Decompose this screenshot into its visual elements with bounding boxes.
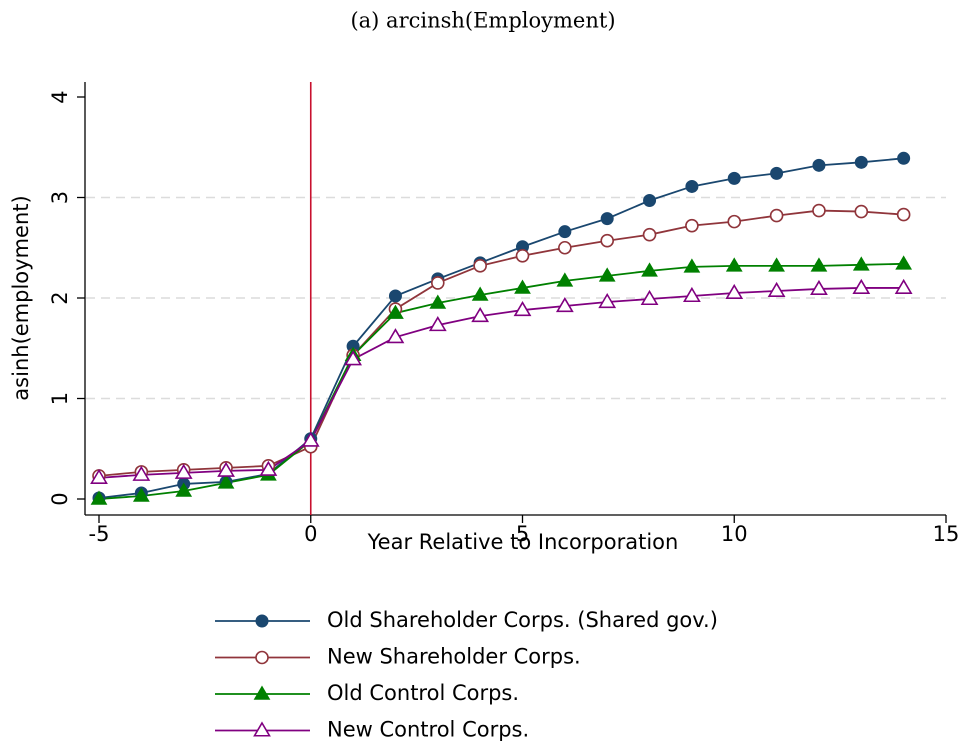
data-point bbox=[471, 286, 489, 301]
data-point bbox=[556, 272, 574, 287]
data-point bbox=[896, 207, 911, 222]
data-point bbox=[685, 179, 699, 193]
data-point bbox=[259, 460, 278, 476]
series-line bbox=[98, 262, 904, 500]
data-point bbox=[429, 294, 447, 309]
data-point bbox=[810, 257, 828, 272]
data-point bbox=[90, 468, 108, 484]
data-point bbox=[471, 307, 490, 323]
data-point bbox=[132, 487, 150, 502]
y-tick-label: 0 bbox=[48, 492, 72, 505]
y-axis-label: asinh(employment) bbox=[9, 195, 33, 400]
data-point bbox=[388, 289, 402, 303]
data-point bbox=[725, 283, 744, 300]
data-point bbox=[513, 300, 532, 317]
data-point bbox=[683, 286, 701, 303]
data-point bbox=[769, 208, 784, 223]
data-point bbox=[643, 194, 657, 208]
data-point bbox=[897, 151, 911, 165]
chart-title: (a) arcinsh(Employment) bbox=[350, 9, 615, 33]
data-point bbox=[386, 328, 405, 344]
data-point bbox=[640, 289, 659, 306]
data-point bbox=[515, 248, 530, 263]
x-tick-label: 10 bbox=[721, 522, 748, 546]
legend-marker bbox=[255, 614, 269, 628]
data-point bbox=[685, 218, 699, 233]
series-line bbox=[98, 209, 904, 477]
data-point bbox=[812, 203, 826, 218]
data-point bbox=[854, 204, 869, 219]
data-point bbox=[558, 240, 572, 255]
data-point bbox=[90, 490, 108, 505]
data-point bbox=[894, 278, 913, 295]
x-tick-label: 0 bbox=[304, 522, 317, 546]
data-point bbox=[852, 256, 870, 271]
x-tick-label: 15 bbox=[933, 522, 960, 546]
data-point bbox=[217, 474, 235, 489]
series-line bbox=[98, 157, 904, 499]
legend-marker bbox=[253, 721, 271, 737]
data-point bbox=[768, 257, 785, 272]
data-point bbox=[558, 225, 572, 239]
data-point bbox=[727, 171, 741, 185]
data-point bbox=[598, 267, 616, 282]
data-point bbox=[428, 316, 447, 332]
data-point bbox=[600, 233, 615, 248]
legend-label: New Control Corps. bbox=[327, 718, 529, 742]
data-point bbox=[387, 304, 404, 319]
data-point bbox=[174, 463, 193, 479]
data-point bbox=[598, 292, 617, 309]
data-point bbox=[767, 281, 786, 298]
data-point bbox=[555, 296, 574, 313]
x-axis-label: Year Relative to Incorporation bbox=[367, 530, 679, 554]
data-point bbox=[854, 155, 868, 169]
data-point bbox=[642, 227, 657, 242]
data-point bbox=[852, 278, 871, 295]
data-point bbox=[895, 255, 913, 270]
x-tick-label: -5 bbox=[89, 522, 110, 546]
legend-label: New Shareholder Corps. bbox=[327, 645, 581, 669]
data-point bbox=[600, 212, 614, 226]
data-point bbox=[344, 350, 362, 366]
data-point bbox=[727, 214, 742, 229]
series-line bbox=[98, 287, 904, 479]
data-point bbox=[132, 465, 151, 481]
data-point bbox=[217, 461, 235, 477]
y-tick-label: 4 bbox=[48, 90, 72, 103]
data-point bbox=[473, 259, 487, 273]
data-point bbox=[175, 482, 193, 497]
data-point bbox=[641, 262, 658, 277]
data-point bbox=[683, 258, 701, 273]
legend-marker bbox=[253, 685, 271, 700]
legend-label: Old Shareholder Corps. (Shared gov.) bbox=[327, 608, 718, 632]
data-point bbox=[725, 257, 743, 272]
data-point bbox=[810, 279, 828, 296]
data-point bbox=[430, 276, 445, 290]
x-tick-label: 5 bbox=[516, 522, 529, 546]
data-point bbox=[514, 279, 531, 294]
y-tick-label: 1 bbox=[48, 392, 72, 405]
y-tick-label: 2 bbox=[48, 291, 72, 304]
legend-label: Old Control Corps. bbox=[327, 681, 519, 705]
data-point bbox=[812, 158, 826, 172]
y-tick-label: 3 bbox=[48, 191, 72, 204]
data-point bbox=[770, 166, 784, 180]
legend-marker bbox=[255, 650, 269, 665]
data-point bbox=[301, 431, 320, 447]
